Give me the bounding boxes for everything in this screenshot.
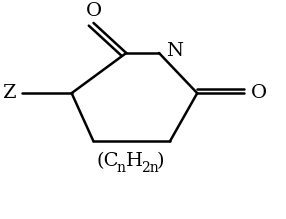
Text: O: O [86, 2, 102, 20]
Text: ): ) [156, 152, 164, 170]
Text: Z: Z [2, 84, 16, 102]
Text: n: n [117, 161, 126, 175]
Text: H: H [126, 152, 143, 170]
Text: N: N [166, 42, 183, 60]
Text: 2n: 2n [141, 161, 159, 175]
Text: O: O [251, 84, 267, 102]
Text: (C: (C [96, 152, 119, 170]
